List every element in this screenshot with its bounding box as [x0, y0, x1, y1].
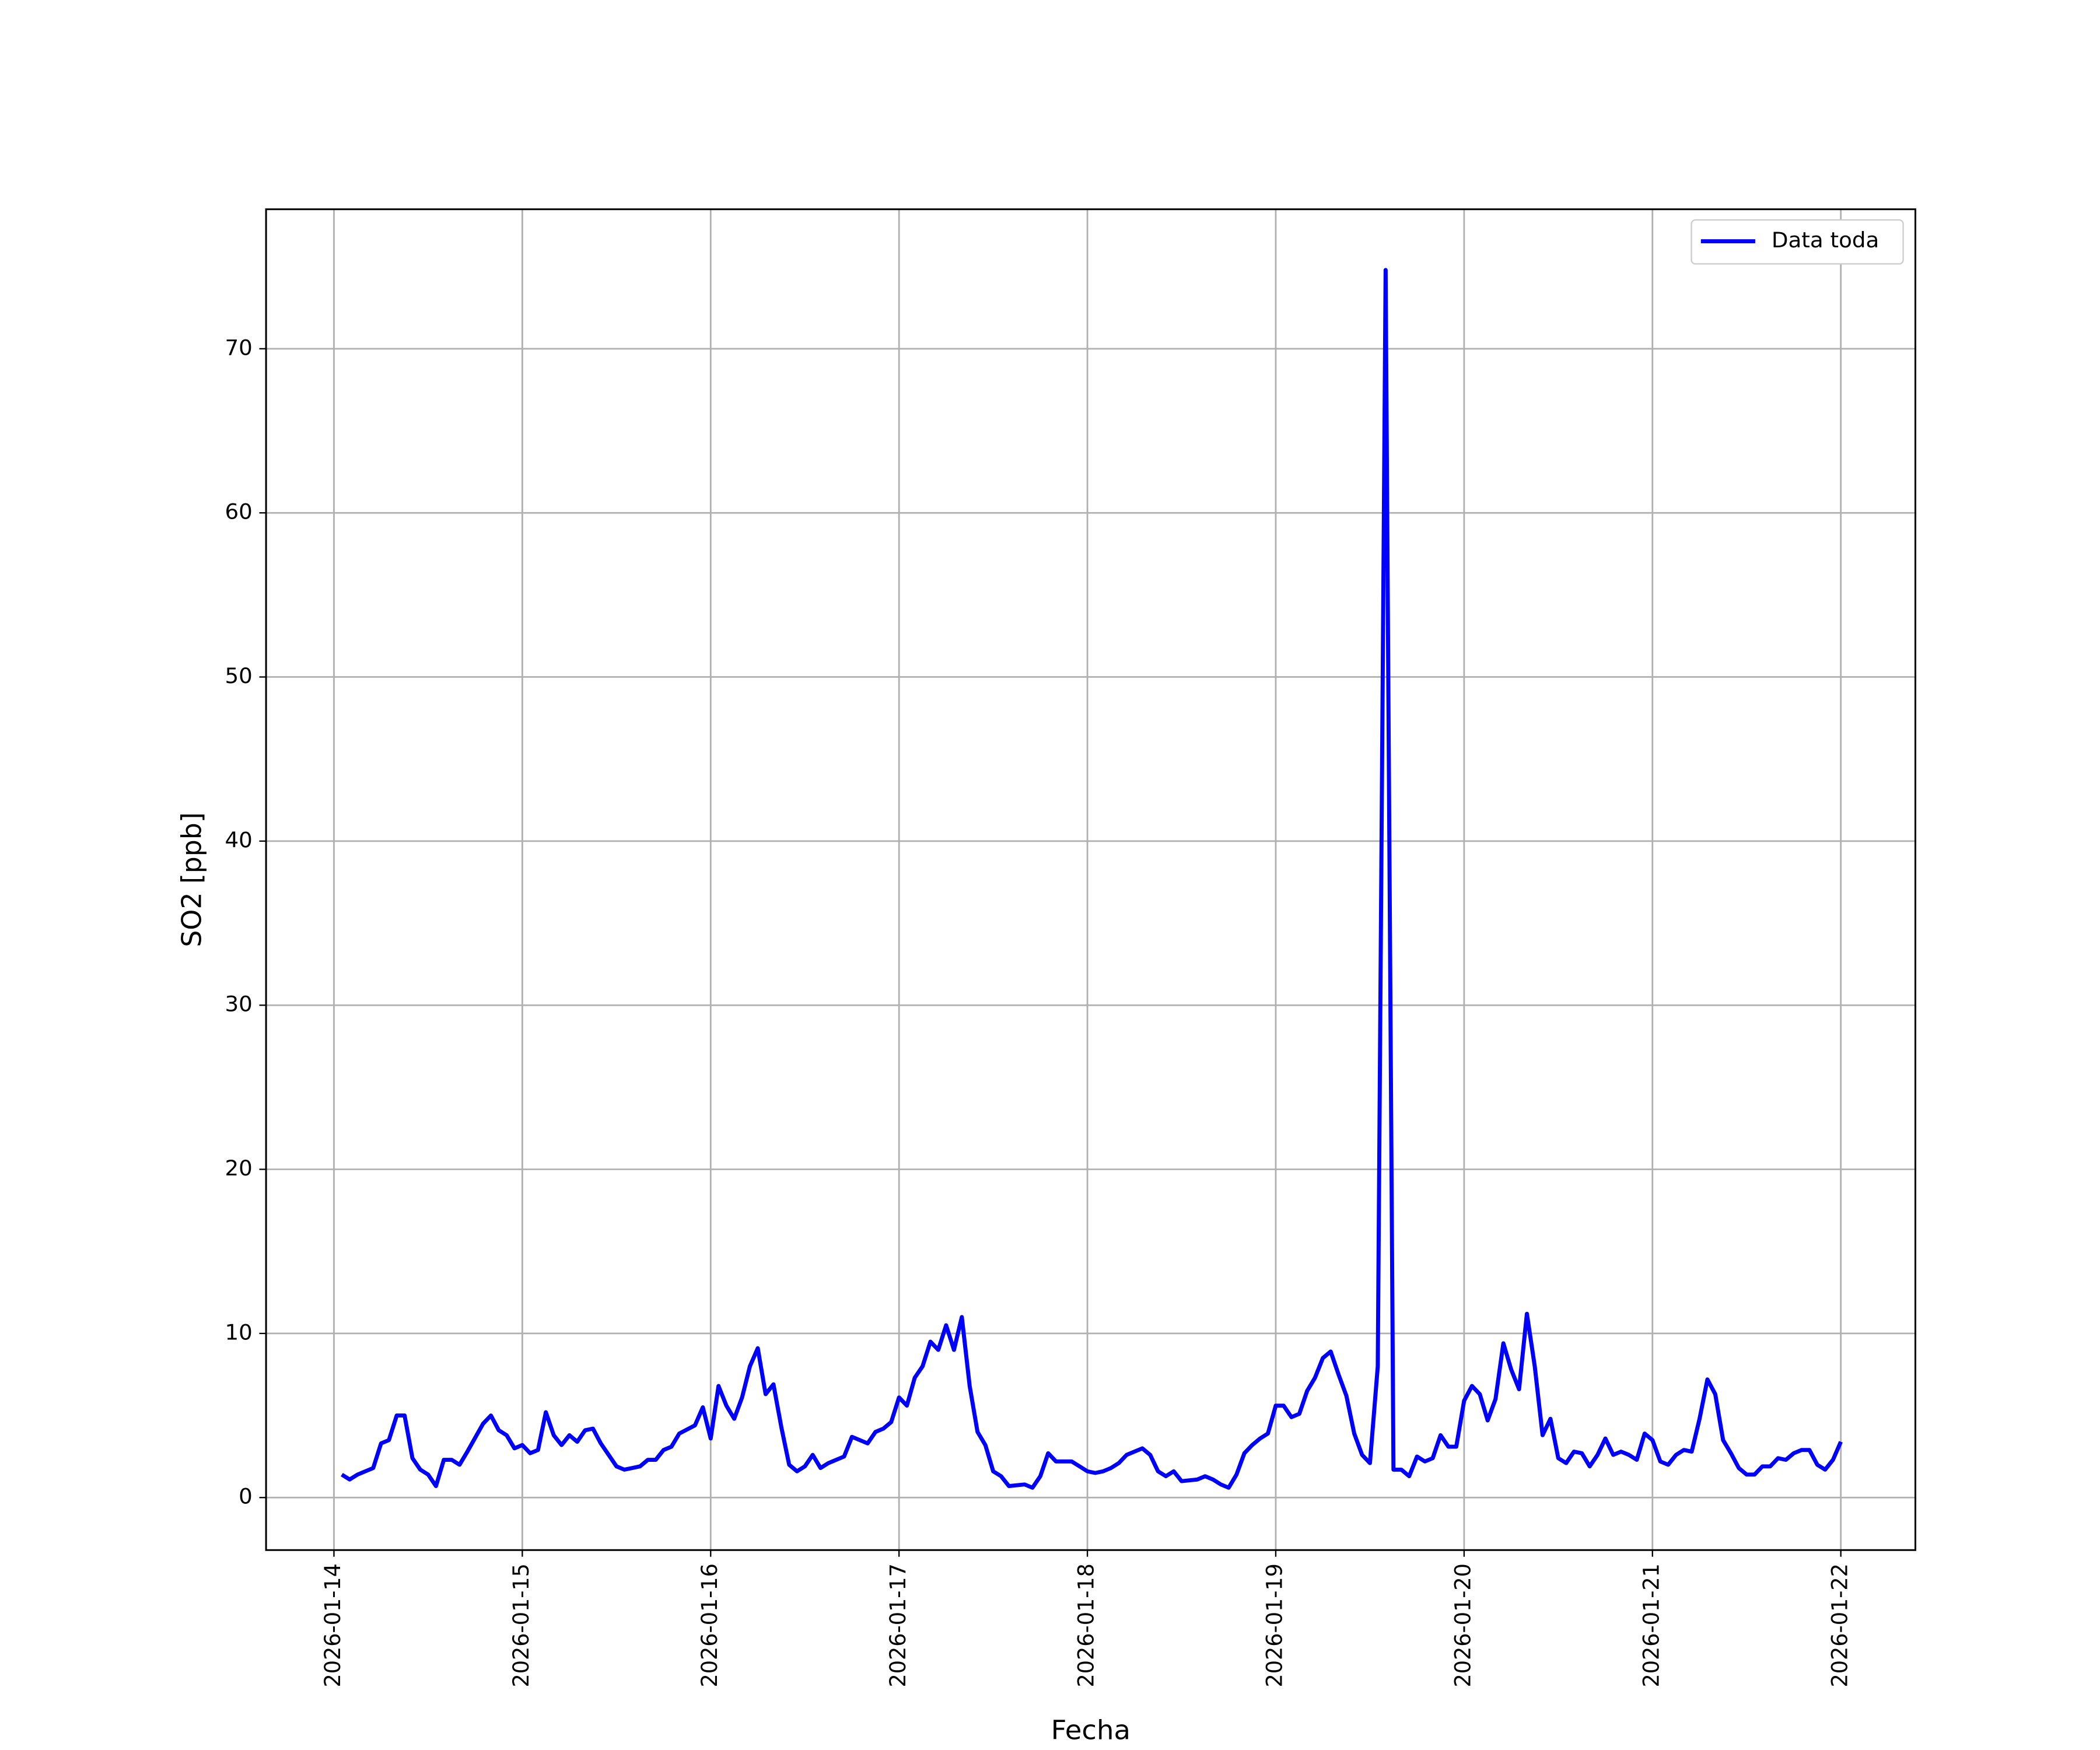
y-tick-label: 50: [225, 663, 252, 688]
x-axis-label: Fecha: [1051, 1714, 1130, 1746]
data-line: [341, 268, 1843, 1490]
grid-layer: [266, 209, 1916, 1550]
x-tick-label: 2026-01-14: [320, 1563, 345, 1687]
y-tick-label: 70: [225, 335, 252, 360]
y-tick-label: 40: [225, 828, 252, 853]
x-tick-label: 2026-01-18: [1073, 1563, 1098, 1687]
y-tick-label: 10: [225, 1320, 252, 1345]
x-tick-label: 2026-01-21: [1639, 1563, 1664, 1687]
x-tick-label: 2026-01-17: [885, 1563, 910, 1687]
y-tick-label: 0: [239, 1484, 253, 1509]
data-layer: [341, 268, 1843, 1490]
y-axis-label: SO2 [ppb]: [176, 812, 207, 947]
x-tick-label: 2026-01-19: [1262, 1563, 1287, 1687]
x-tick-label: 2026-01-22: [1827, 1563, 1852, 1687]
x-tick-label: 2026-01-16: [697, 1563, 722, 1687]
legend-box: [1690, 219, 1904, 265]
y-tick-label: 20: [225, 1156, 252, 1181]
y-tick-label: 60: [225, 499, 252, 524]
plot-frame: [265, 208, 1917, 1551]
legend-label: Data toda: [1772, 228, 1879, 253]
x-tick-label: 2026-01-20: [1450, 1563, 1475, 1687]
y-tick-label: 30: [225, 992, 252, 1017]
x-tick-label: 2026-01-15: [509, 1563, 534, 1687]
legend: Data toda: [1690, 219, 1904, 265]
